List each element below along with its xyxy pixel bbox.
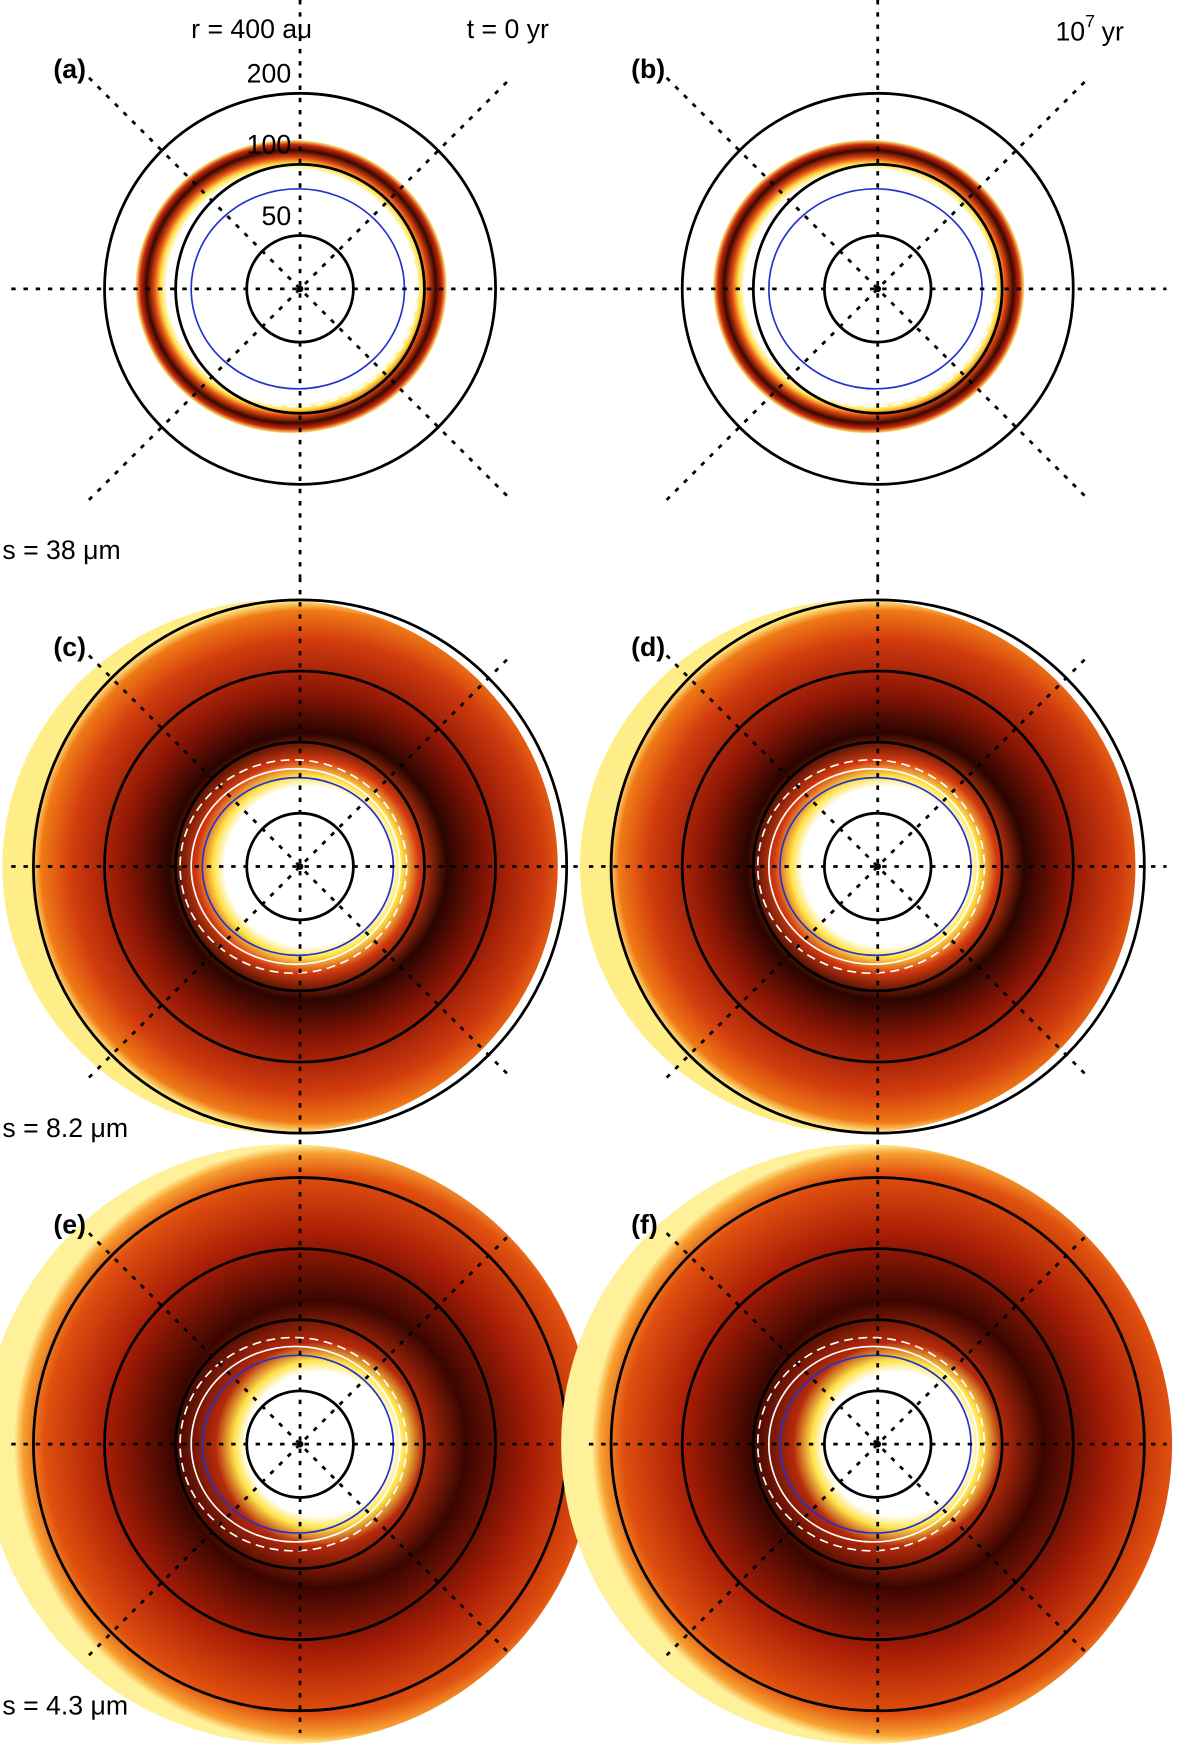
axis-diag	[88, 76, 513, 501]
panel-label: (e)	[53, 1209, 86, 1239]
center-dot	[296, 863, 304, 870]
axis-diag	[88, 1232, 513, 1657]
axis-diag	[665, 76, 1090, 501]
center-dot	[296, 285, 304, 293]
panel: (c)	[2, 577, 589, 1156]
radius-ring	[609, 1176, 1146, 1713]
time-base: 10	[1055, 16, 1085, 46]
axis-diag	[88, 654, 513, 1079]
panel-label: (d)	[631, 632, 665, 662]
panel-label: (a)	[53, 54, 86, 84]
radius-ring	[680, 1247, 1075, 1642]
radius-ring	[103, 91, 497, 486]
radius-label: r = 400 au	[191, 14, 312, 44]
size-label: s = 38 μm	[2, 535, 120, 565]
radius-ring	[751, 1318, 1004, 1570]
time-end: 107 yr	[1055, 11, 1124, 46]
orbit-white	[768, 767, 979, 966]
radius-ring	[174, 1318, 426, 1570]
radius-ring	[609, 598, 1146, 1135]
axis-diag	[88, 76, 513, 501]
orbit-white	[190, 1345, 401, 1543]
axis-diag	[665, 654, 1090, 1079]
center-dot	[874, 863, 882, 870]
radius-ring	[174, 740, 426, 993]
radius-ring	[103, 1247, 497, 1642]
panel: (a) 50 100 200	[11, 0, 589, 578]
time-unit: yr	[1102, 16, 1124, 46]
center-dot	[874, 1440, 882, 1448]
axis-diag	[665, 654, 1090, 1079]
radius-ring	[174, 163, 426, 415]
orbit-white	[179, 179, 412, 399]
orbit-white	[190, 767, 401, 966]
panel-label: (c)	[53, 632, 86, 662]
radius-ring	[751, 740, 1004, 993]
center-dot	[296, 1440, 304, 1448]
ring-label: 50	[262, 201, 292, 231]
panel: (f)	[561, 1144, 1173, 1745]
radius-ring	[103, 669, 497, 1064]
panel: (d)	[580, 577, 1167, 1156]
radius-ring	[751, 163, 1004, 415]
panel-label: (f)	[631, 1209, 658, 1239]
radius-ring	[680, 669, 1075, 1064]
axis-diag	[665, 76, 1090, 501]
panel: (e)	[0, 1144, 595, 1745]
panel-label: (b)	[631, 54, 665, 84]
size-label: s = 8.2 μm	[2, 1113, 128, 1143]
ring-label: 100	[247, 130, 291, 160]
center-dot	[874, 285, 882, 293]
time-exp: 7	[1085, 11, 1095, 31]
axis-diag	[665, 1232, 1090, 1657]
time-start: t = 0 yr	[467, 14, 549, 44]
ring-label: 200	[247, 59, 291, 89]
radius-ring	[680, 91, 1075, 486]
axis-diag	[88, 654, 513, 1079]
axis-diag	[665, 1232, 1090, 1657]
orbit-white	[768, 1345, 979, 1543]
radius-ring	[32, 598, 569, 1135]
orbit-white	[756, 179, 990, 399]
axis-diag	[88, 1232, 513, 1657]
size-label: s = 4.3 μm	[2, 1691, 128, 1721]
disk	[561, 1144, 1173, 1745]
panel: (b)	[588, 0, 1167, 578]
